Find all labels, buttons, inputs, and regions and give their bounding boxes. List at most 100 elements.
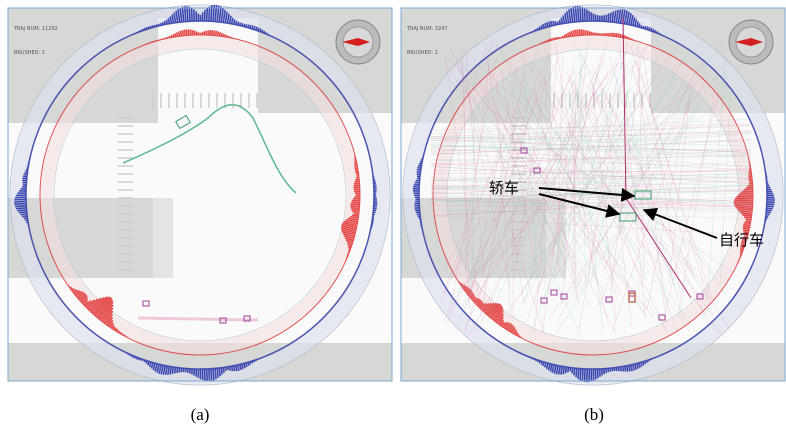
histogram-bar (351, 204, 360, 205)
brushed-count: BRUSHED: 2 (407, 50, 438, 56)
histogram-bar (131, 355, 132, 357)
histogram-bar (116, 329, 117, 331)
histogram-bar (549, 39, 550, 41)
histogram-bar (645, 26, 646, 29)
histogram-bar (518, 334, 519, 336)
histogram-bar (144, 360, 145, 362)
histogram-bar (418, 166, 421, 167)
histogram-bar (572, 31, 573, 36)
histogram-bar (744, 223, 750, 224)
histogram-bar (264, 31, 265, 33)
histogram-bar (657, 31, 658, 33)
histogram-bar (585, 8, 586, 21)
histogram-bar (262, 30, 263, 32)
histogram-bar (643, 26, 644, 28)
histogram-bar (211, 369, 212, 381)
histogram-bar (14, 204, 26, 205)
histogram-bar (576, 368, 577, 377)
histogram-bar (260, 29, 261, 32)
histogram-bar (163, 22, 164, 25)
caption: (a) (191, 405, 210, 424)
histogram-bar (566, 34, 567, 37)
histogram-bar (136, 357, 137, 359)
histogram-bar (537, 360, 538, 362)
histogram-bar (234, 19, 235, 24)
histogram-bar (655, 30, 656, 32)
histogram-bar (170, 16, 171, 23)
histogram-bar (209, 6, 210, 21)
caption: (b) (584, 405, 604, 424)
histogram-bar (228, 367, 229, 370)
histogram-bar (659, 33, 660, 34)
histogram-bar (120, 332, 121, 333)
histogram-bar (19, 212, 27, 213)
histogram-bar (616, 33, 617, 37)
histogram-bar (585, 369, 586, 382)
histogram-bar (155, 25, 156, 27)
histogram-bar (250, 25, 251, 28)
histogram-bar (159, 24, 160, 26)
histogram-bar (129, 354, 130, 355)
histogram-bar (256, 27, 257, 30)
histogram-bar (553, 21, 554, 25)
histogram-bar (225, 367, 226, 371)
histogram-bar (541, 361, 542, 364)
histogram-bar (258, 28, 259, 31)
traj-num: TRAJ NUM: 3247 (406, 26, 448, 32)
histogram-bar (558, 22, 559, 25)
histogram-bar (219, 368, 220, 376)
histogram-bar (553, 38, 554, 40)
histogram-bar (543, 24, 544, 28)
annotation: 自行车 (719, 231, 764, 249)
histogram-bar (606, 15, 607, 22)
histogram-bar (250, 362, 251, 365)
histogram-bar (354, 164, 357, 165)
histogram-bar (266, 32, 267, 34)
histogram-bar (125, 335, 126, 336)
histogram-bar (166, 20, 167, 24)
histogram-bar (352, 215, 359, 216)
histogram-bar (537, 28, 538, 30)
histogram-bar (16, 208, 27, 209)
histogram-bar (740, 252, 742, 253)
histogram-bar (348, 251, 349, 252)
histogram-bar (181, 31, 182, 36)
histogram-bar (576, 30, 577, 36)
histogram-bar (244, 24, 245, 27)
histogram-bar (574, 368, 575, 375)
histogram-bar (417, 168, 421, 169)
histogram-bar (355, 168, 358, 169)
histogram-bar (354, 166, 357, 167)
histogram-bar (348, 253, 349, 254)
histogram-bar (568, 33, 569, 37)
annotation: 轿车 (489, 179, 519, 197)
histogram-bar (221, 368, 222, 375)
histogram-bar (118, 331, 119, 333)
histogram-bar (218, 31, 219, 36)
histogram-bar (223, 367, 224, 372)
histogram-bar (254, 26, 255, 29)
histogram-bar (248, 362, 249, 365)
histogram-bar (539, 27, 540, 30)
histogram-bar (140, 359, 141, 361)
histogram-bar (643, 362, 644, 365)
histogram-bar (653, 29, 654, 31)
histogram-bar (134, 357, 135, 359)
histogram-bar (565, 367, 566, 373)
histogram-bar (152, 25, 153, 27)
histogram-bar (351, 208, 360, 209)
histogram-bar (625, 366, 626, 371)
histogram-bar (348, 247, 351, 248)
histogram-bar (246, 24, 247, 27)
histogram-bar (21, 214, 27, 215)
histogram-bar (618, 367, 619, 371)
histogram-bar (146, 361, 147, 364)
histogram-bar (189, 7, 190, 22)
histogram-bar (541, 25, 542, 28)
histogram-bar (555, 37, 556, 39)
histogram-bar (232, 366, 233, 371)
histogram-bar (551, 21, 552, 26)
histogram-bar (645, 361, 646, 364)
histogram-bar (252, 26, 253, 29)
histogram-bar (551, 38, 552, 40)
